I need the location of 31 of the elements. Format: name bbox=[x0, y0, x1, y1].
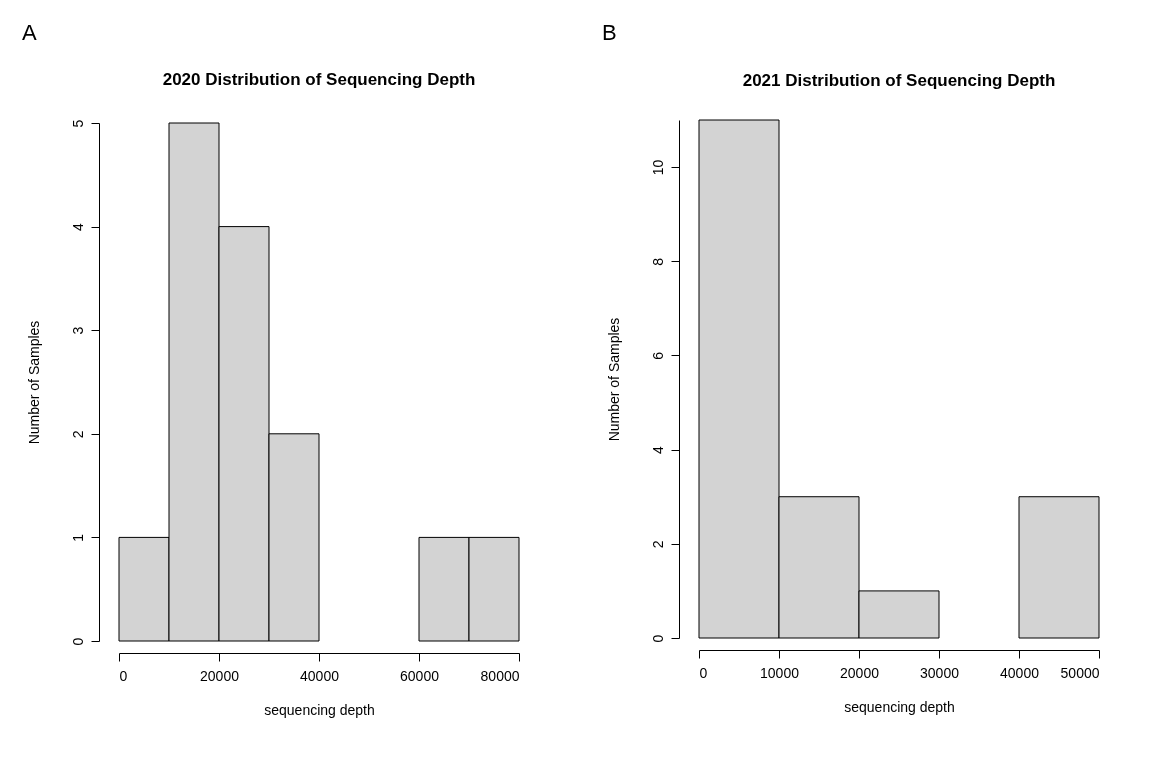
y-tick-label: 2 bbox=[69, 430, 86, 439]
x-axis-title: sequencing depth bbox=[844, 698, 955, 715]
x-tick-label: 40000 bbox=[300, 667, 340, 684]
x-tick-label: 30000 bbox=[920, 664, 960, 681]
x-tick-label: 80000 bbox=[480, 667, 520, 684]
x-tick-label: 0 bbox=[119, 667, 128, 684]
y-tick-label: 0 bbox=[69, 637, 86, 646]
chart-title: 2021 Distribution of Sequencing Depth bbox=[742, 70, 1056, 90]
y-tick-label: 2 bbox=[649, 540, 666, 549]
y-tick-label: 6 bbox=[649, 351, 666, 360]
x-tick-label: 0 bbox=[699, 664, 708, 681]
y-axis-title: Number of Samples bbox=[25, 320, 42, 445]
x-tick-label: 20000 bbox=[840, 664, 880, 681]
y-tick-label: 4 bbox=[649, 446, 666, 455]
x-tick-label: 60000 bbox=[400, 667, 440, 684]
y-tick-label: 0 bbox=[649, 634, 666, 643]
chart-title: 2020 Distribution of Sequencing Depth bbox=[162, 70, 476, 90]
text: B bbox=[602, 20, 617, 46]
y-tick-label: 1 bbox=[69, 533, 86, 542]
x-axis-title: sequencing depth bbox=[264, 701, 375, 718]
y-tick-label: 3 bbox=[69, 326, 86, 335]
x-tick-label: 40000 bbox=[1000, 664, 1040, 681]
x-tick-label: 20000 bbox=[200, 667, 240, 684]
y-axis-title: Number of Samples bbox=[605, 317, 622, 442]
x-tick-label: 50000 bbox=[1060, 664, 1100, 681]
x-tick-label: 10000 bbox=[760, 664, 800, 681]
y-tick-label: 4 bbox=[69, 223, 86, 231]
y-tick-label: 5 bbox=[69, 119, 86, 128]
y-tick-label: 8 bbox=[649, 257, 666, 266]
text: A bbox=[22, 20, 37, 46]
y-tick-label: 10 bbox=[649, 159, 666, 176]
